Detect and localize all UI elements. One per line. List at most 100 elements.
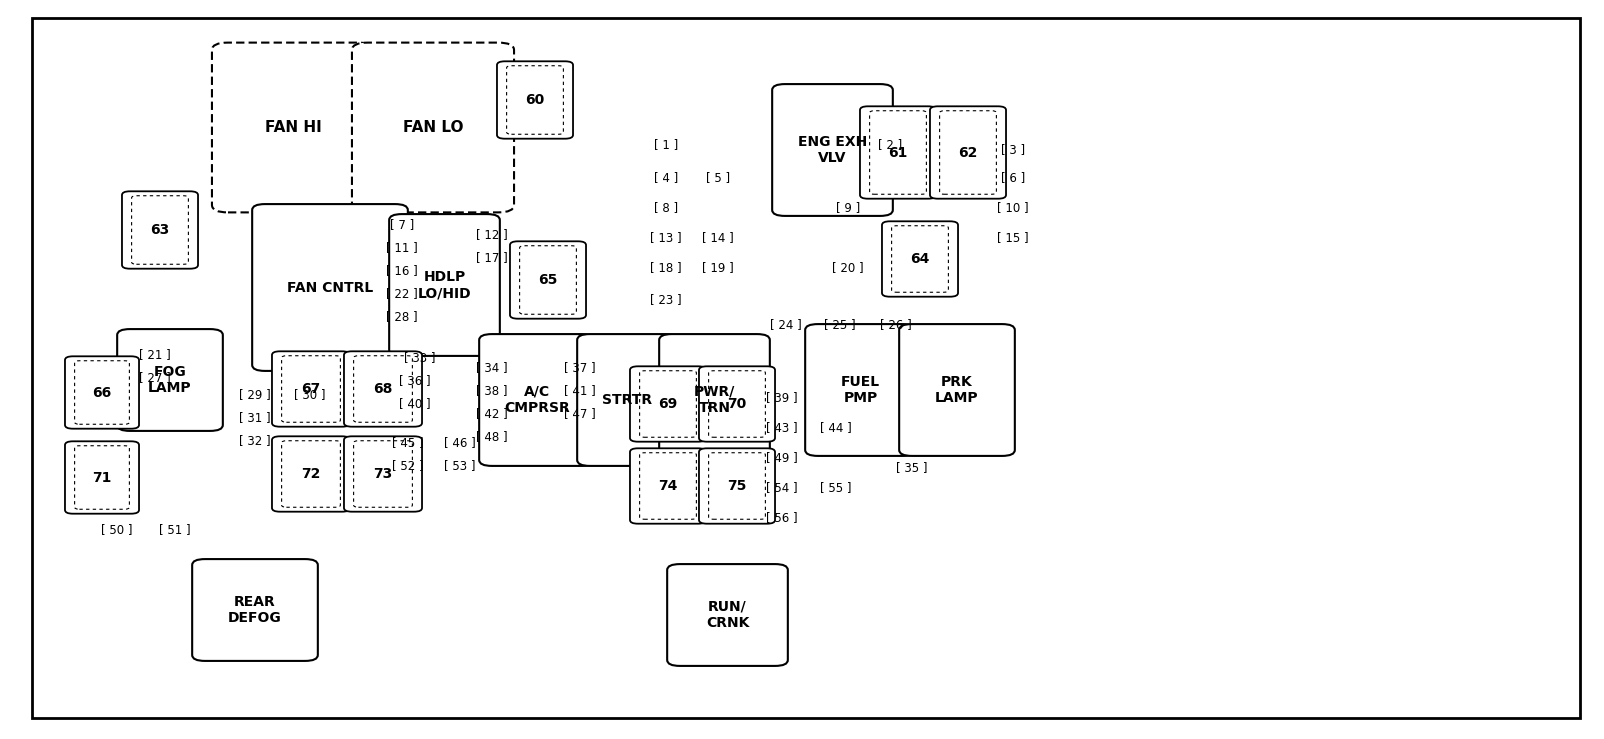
Text: [ 22 ]: [ 22 ] — [387, 287, 419, 301]
Text: 66: 66 — [93, 386, 112, 400]
Text: [ 18 ]: [ 18 ] — [650, 262, 682, 274]
Text: [ 14 ]: [ 14 ] — [703, 231, 735, 245]
Text: FAN LO: FAN LO — [403, 120, 464, 135]
Text: 60: 60 — [526, 93, 545, 107]
Text: [ 8 ]: [ 8 ] — [654, 202, 678, 214]
Text: [ 55 ]: [ 55 ] — [820, 482, 852, 494]
FancyBboxPatch shape — [75, 361, 130, 424]
FancyBboxPatch shape — [117, 329, 223, 431]
Text: 67: 67 — [302, 382, 321, 396]
Text: [ 53 ]: [ 53 ] — [444, 460, 476, 472]
Text: [ 38 ]: [ 38 ] — [476, 384, 508, 398]
Text: 73: 73 — [374, 467, 393, 481]
Text: [ 40 ]: [ 40 ] — [399, 398, 431, 410]
FancyBboxPatch shape — [930, 106, 1006, 199]
Text: 65: 65 — [539, 273, 558, 287]
FancyBboxPatch shape — [390, 214, 500, 356]
Text: 74: 74 — [658, 479, 677, 493]
Text: [ 12 ]: [ 12 ] — [476, 228, 508, 242]
FancyBboxPatch shape — [667, 564, 788, 666]
Text: [ 43 ]: [ 43 ] — [767, 421, 797, 435]
FancyBboxPatch shape — [273, 351, 350, 426]
Text: [ 2 ]: [ 2 ] — [877, 138, 901, 151]
Text: [ 1 ]: [ 1 ] — [654, 138, 678, 151]
Text: [ 7 ]: [ 7 ] — [390, 219, 414, 231]
Text: [ 33 ]: [ 33 ] — [404, 352, 436, 364]
FancyBboxPatch shape — [869, 111, 927, 194]
Text: [ 45 ]: [ 45 ] — [393, 437, 423, 449]
Text: [ 24 ]: [ 24 ] — [770, 319, 802, 332]
FancyBboxPatch shape — [577, 334, 678, 466]
FancyBboxPatch shape — [282, 355, 340, 422]
Text: STRTR: STRTR — [603, 393, 653, 407]
Text: [ 16 ]: [ 16 ] — [387, 265, 419, 278]
FancyBboxPatch shape — [343, 351, 422, 426]
Text: [ 39 ]: [ 39 ] — [767, 392, 797, 404]
Text: 63: 63 — [151, 223, 170, 237]
Text: 71: 71 — [93, 471, 112, 485]
FancyBboxPatch shape — [497, 61, 573, 139]
Text: [ 52 ]: [ 52 ] — [393, 460, 423, 472]
FancyBboxPatch shape — [709, 371, 765, 437]
Text: [ 26 ]: [ 26 ] — [881, 319, 913, 332]
FancyBboxPatch shape — [772, 84, 893, 216]
Text: ENG EXH
VLV: ENG EXH VLV — [797, 135, 868, 165]
Text: [ 48 ]: [ 48 ] — [476, 431, 508, 443]
FancyBboxPatch shape — [860, 106, 937, 199]
FancyBboxPatch shape — [353, 355, 412, 422]
FancyBboxPatch shape — [699, 367, 775, 442]
Text: [ 9 ]: [ 9 ] — [836, 202, 860, 214]
FancyBboxPatch shape — [122, 191, 197, 269]
Text: [ 3 ]: [ 3 ] — [1001, 143, 1025, 157]
Text: [ 23 ]: [ 23 ] — [650, 293, 682, 307]
Text: [ 44 ]: [ 44 ] — [820, 421, 852, 435]
FancyBboxPatch shape — [132, 196, 188, 265]
Text: [ 10 ]: [ 10 ] — [998, 202, 1028, 214]
FancyBboxPatch shape — [273, 436, 350, 511]
Text: FUEL
PMP: FUEL PMP — [840, 375, 881, 405]
Text: FOG
LAMP: FOG LAMP — [148, 365, 192, 395]
FancyBboxPatch shape — [520, 246, 576, 314]
Text: FAN HI: FAN HI — [265, 120, 321, 135]
Text: [ 19 ]: [ 19 ] — [703, 262, 735, 274]
FancyBboxPatch shape — [510, 242, 585, 319]
FancyBboxPatch shape — [32, 18, 1580, 718]
Text: [ 50 ]: [ 50 ] — [101, 523, 133, 537]
Text: [ 21 ]: [ 21 ] — [140, 349, 172, 361]
Text: 62: 62 — [958, 146, 978, 160]
Text: [ 37 ]: [ 37 ] — [565, 361, 595, 375]
Text: FAN CNTRL: FAN CNTRL — [287, 281, 374, 295]
FancyBboxPatch shape — [882, 221, 958, 296]
Text: REAR
DEFOG: REAR DEFOG — [228, 595, 282, 625]
Text: [ 25 ]: [ 25 ] — [824, 319, 857, 332]
Text: [ 28 ]: [ 28 ] — [387, 310, 417, 324]
Text: 75: 75 — [727, 479, 747, 493]
Text: [ 30 ]: [ 30 ] — [294, 389, 326, 401]
FancyBboxPatch shape — [75, 446, 130, 509]
FancyBboxPatch shape — [351, 43, 513, 212]
FancyBboxPatch shape — [900, 324, 1015, 456]
Text: A/C
CMPRSR: A/C CMPRSR — [504, 385, 569, 415]
Text: [ 27 ]: [ 27 ] — [140, 372, 172, 384]
FancyBboxPatch shape — [630, 449, 706, 524]
Text: RUN/
CRNK: RUN/ CRNK — [706, 600, 749, 630]
Text: [ 41 ]: [ 41 ] — [565, 384, 595, 398]
FancyBboxPatch shape — [192, 559, 318, 661]
FancyBboxPatch shape — [699, 449, 775, 524]
FancyBboxPatch shape — [630, 367, 706, 442]
Text: [ 35 ]: [ 35 ] — [897, 461, 927, 474]
Text: 64: 64 — [911, 252, 930, 266]
FancyBboxPatch shape — [252, 204, 407, 371]
FancyBboxPatch shape — [212, 43, 374, 212]
FancyBboxPatch shape — [353, 440, 412, 507]
FancyBboxPatch shape — [66, 441, 140, 514]
Text: [ 51 ]: [ 51 ] — [159, 523, 191, 537]
FancyBboxPatch shape — [709, 453, 765, 520]
FancyBboxPatch shape — [640, 453, 696, 520]
Text: [ 5 ]: [ 5 ] — [706, 171, 730, 185]
FancyBboxPatch shape — [282, 440, 340, 507]
FancyBboxPatch shape — [640, 371, 696, 437]
Text: PRK
LAMP: PRK LAMP — [935, 375, 978, 405]
Text: [ 42 ]: [ 42 ] — [476, 407, 508, 420]
Text: [ 15 ]: [ 15 ] — [998, 231, 1028, 245]
